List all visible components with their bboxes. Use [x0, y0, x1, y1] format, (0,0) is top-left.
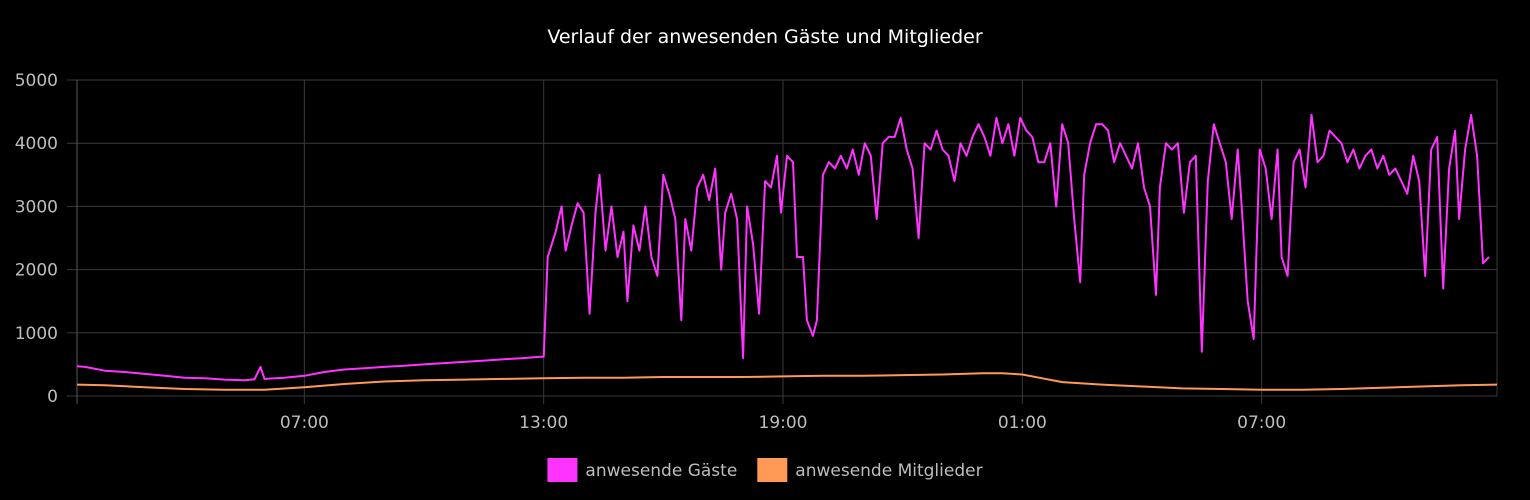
- legend-swatch: [547, 458, 578, 482]
- chart-title: Verlauf der anwesenden Gäste und Mitglie…: [547, 26, 983, 48]
- y-tick-label: 1000: [15, 324, 58, 344]
- y-tick-label: 2000: [15, 261, 58, 281]
- grid-lines: [67, 79, 1498, 404]
- x-tick-label: 07:00: [1237, 413, 1286, 433]
- legend-label: anwesende Gäste: [585, 461, 737, 481]
- x-tick-label: 13:00: [519, 413, 568, 433]
- legend-label: anwesende Mitglieder: [795, 461, 982, 481]
- y-tick-label: 4000: [15, 134, 58, 154]
- legend-swatch: [757, 458, 788, 482]
- series-line-guests: [76, 113, 1490, 382]
- y-axis-ticks: 0 1000 2000 3000 4000 5000: [15, 71, 58, 407]
- x-tick-label: 19:00: [759, 413, 808, 433]
- series-lines: [76, 113, 1498, 391]
- y-tick-label: 3000: [15, 197, 58, 217]
- y-tick-label: 5000: [15, 71, 58, 91]
- x-axis-ticks: 07:00 13:00 19:00 01:00 07:00: [280, 413, 1286, 433]
- y-tick-label: 0: [47, 387, 58, 407]
- x-tick-label: 01:00: [998, 413, 1047, 433]
- x-tick-label: 07:00: [280, 413, 329, 433]
- legend: anwesende Gäste anwesende Mitglieder: [547, 458, 983, 482]
- series-line-members: [76, 372, 1498, 391]
